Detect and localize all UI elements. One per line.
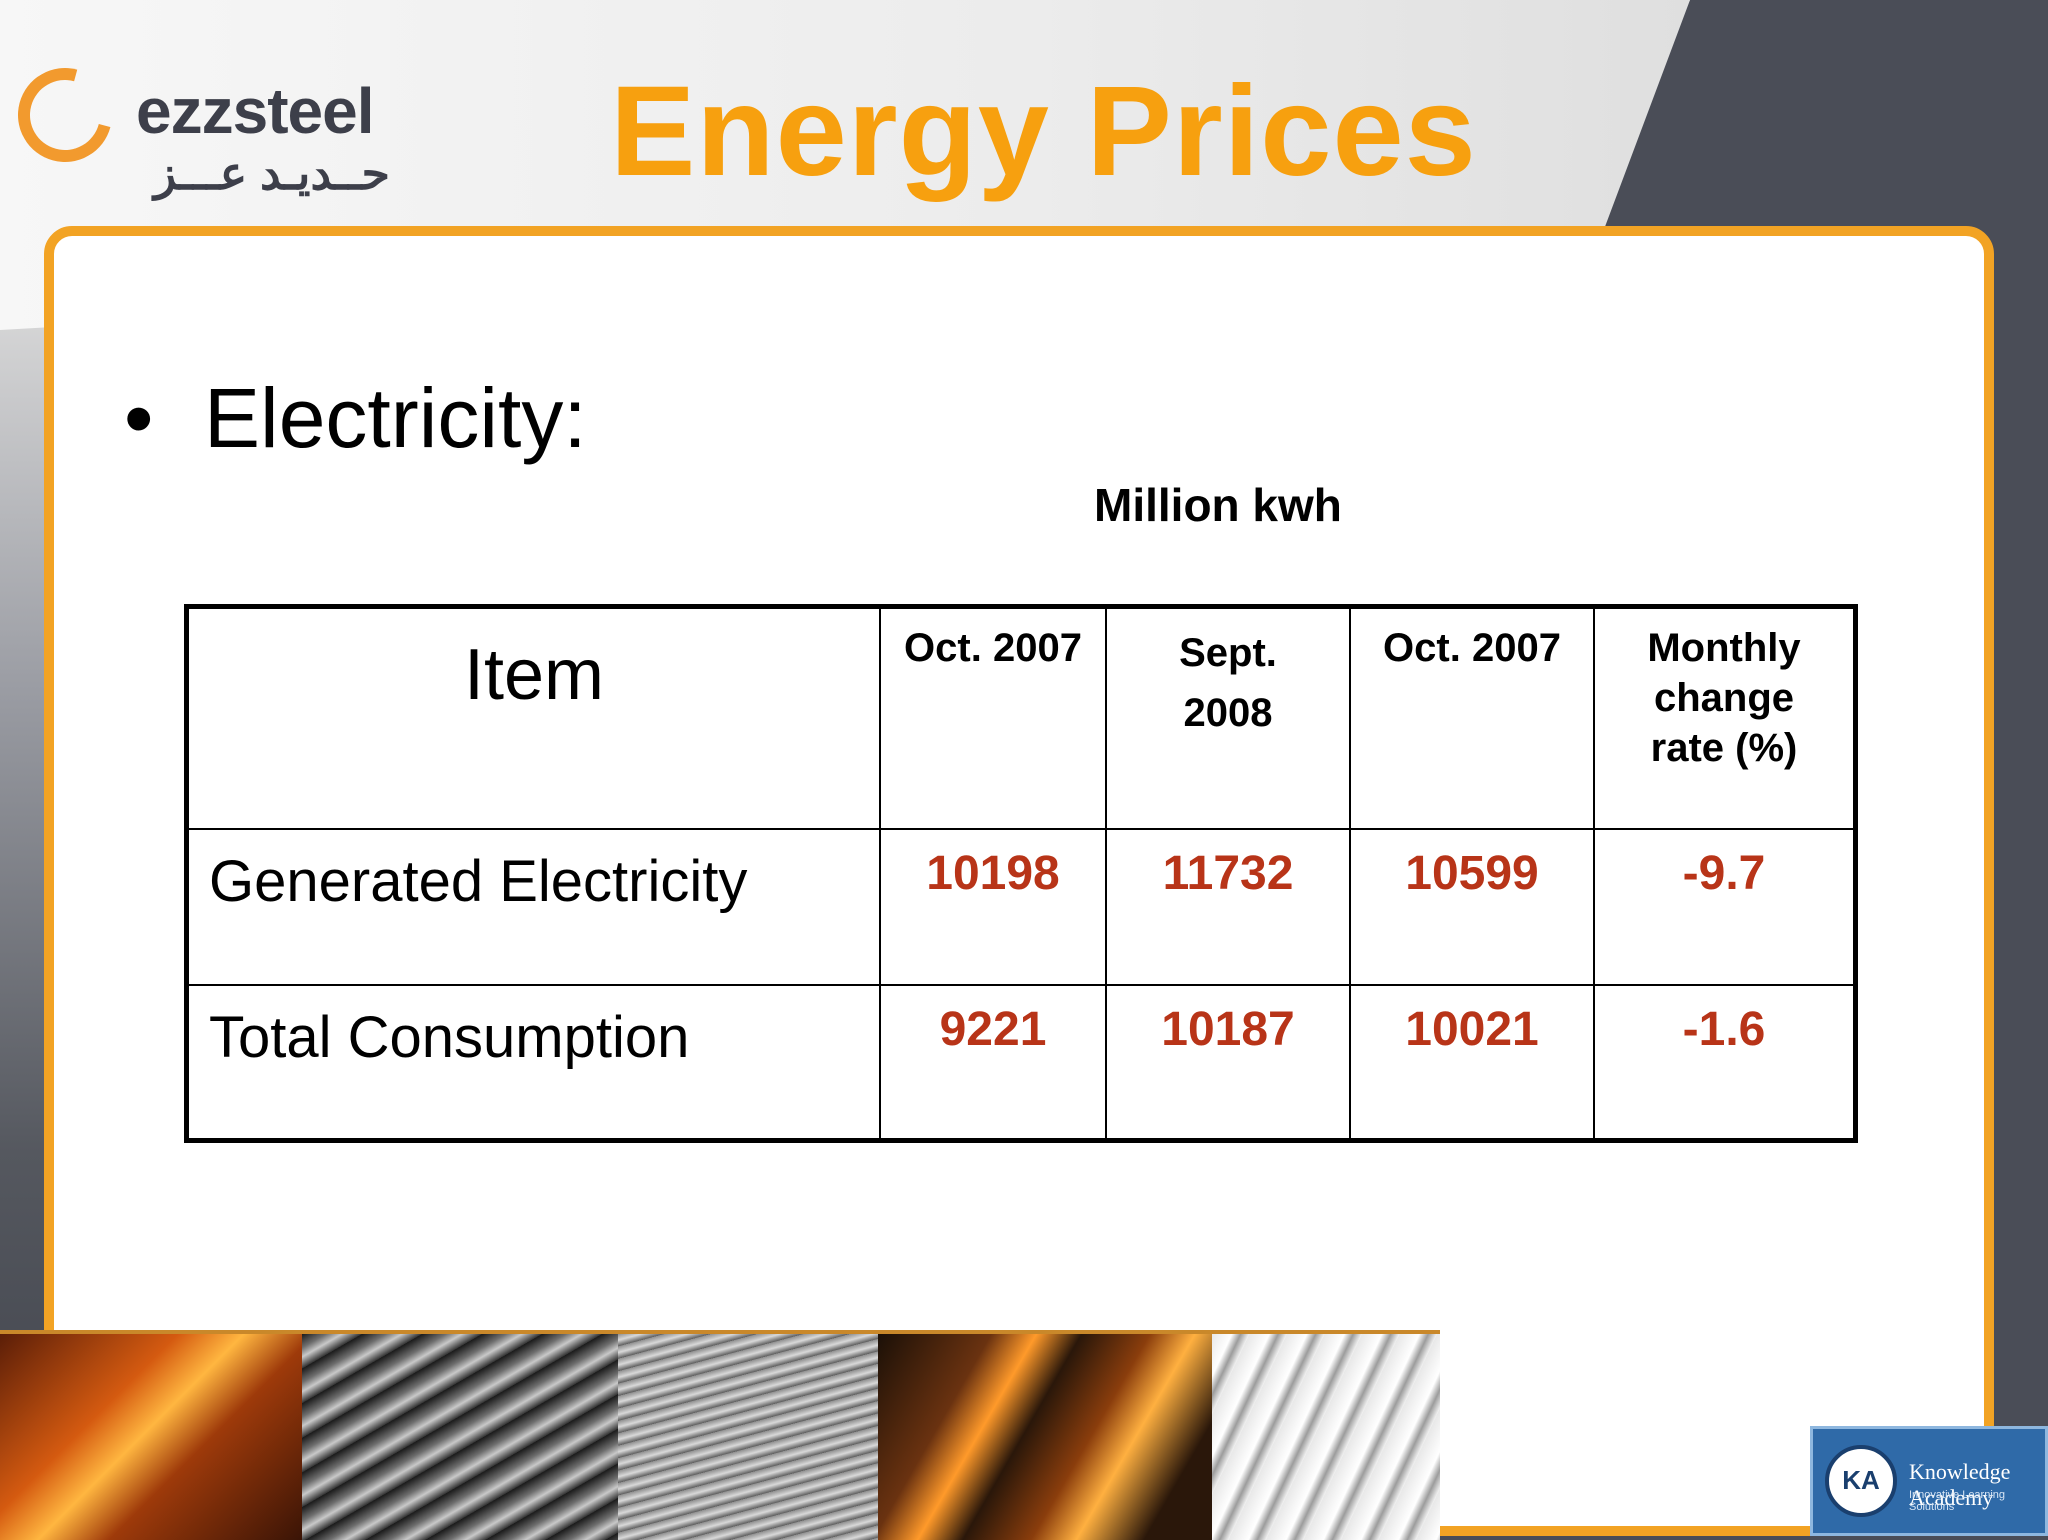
row-value: 11732 [1105,827,1351,986]
row-item: Total Consumption [185,983,881,1142]
header-sept-2008: Sept. 2008 [1105,605,1351,830]
table-row: Generated Electricity 10198 11732 10599 … [185,827,1857,986]
row-value: 10021 [1349,983,1595,1142]
row-value: 9221 [879,983,1107,1142]
table-header-row: Item Oct. 2007 Sept. 2008 Oct. 2007 Mont… [185,605,1857,830]
row-value: 10198 [879,827,1107,986]
unit-label: Million kwh [1094,479,1342,531]
slide-title: Energy Prices [610,60,1477,203]
steel-cutting-photo [0,1334,302,1540]
steel-photo-strip [0,1330,1440,1540]
bullet-heading: • Electricity: [124,370,587,467]
header-item: Item [185,605,881,830]
hot-rolling-photo [878,1334,1212,1540]
knowledge-academy-badge: KA Knowledge Academy Innovative Learning… [1810,1426,2048,1536]
table-row: Total Consumption 9221 10187 10021 -1.6 [185,983,1857,1142]
header-monthly-change: Monthly change rate (%) [1593,605,1857,830]
steel-plates-photo [618,1334,878,1540]
header-oct-2007: Oct. 2007 [879,605,1107,830]
row-value: 10599 [1349,827,1595,986]
header-oct-2007-2: Oct. 2007 [1349,605,1595,830]
row-item: Generated Electricity [185,827,881,986]
bullet-dot: • [124,371,154,465]
heading-text: Electricity: [204,371,587,465]
electricity-table: Item Oct. 2007 Sept. 2008 Oct. 2007 Mont… [184,604,1858,1143]
ka-seal-icon: KA [1825,1445,1897,1517]
logo-arabic-text: حــديـد عـــز [154,147,390,199]
row-value: -1.6 [1593,983,1857,1142]
ka-badge-subtext: Innovative Learning Solutions [1909,1489,2006,1513]
row-value: -9.7 [1593,827,1857,986]
logo-text: ezzsteel [136,75,374,147]
logo-ring-icon [0,50,130,180]
row-value: 10187 [1105,983,1351,1142]
rebar-pieces-photo [1212,1334,1440,1540]
ezzsteel-logo: ezzsteel حــديـد عـــز [0,50,418,200]
rebar-bundle-photo [302,1334,618,1540]
ka-badge-text: Knowledge Academy [1909,1459,2011,1510]
